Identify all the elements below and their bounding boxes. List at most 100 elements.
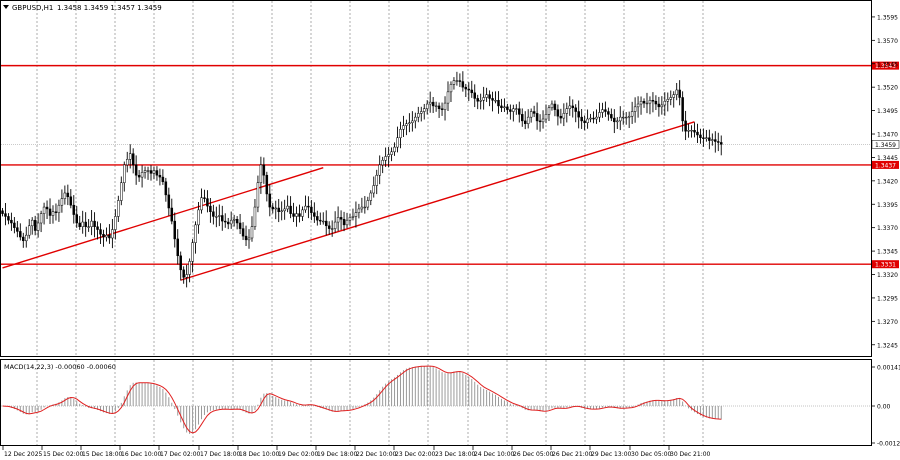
candle[interactable] (455, 71, 459, 86)
candle[interactable] (333, 211, 337, 233)
candle[interactable] (271, 203, 275, 214)
candle[interactable] (402, 115, 405, 137)
candle[interactable] (27, 219, 31, 239)
candle[interactable] (470, 80, 474, 98)
candle[interactable] (93, 212, 96, 238)
candle[interactable] (289, 196, 292, 219)
candle[interactable] (66, 184, 70, 206)
candle[interactable] (711, 133, 714, 146)
candle[interactable] (155, 166, 159, 181)
candle[interactable] (102, 229, 105, 247)
candle[interactable] (476, 94, 479, 110)
candle[interactable] (544, 104, 548, 124)
candle[interactable] (452, 77, 456, 90)
candle[interactable] (633, 97, 637, 123)
candle[interactable] (529, 108, 533, 123)
candle[interactable] (348, 213, 352, 226)
candle[interactable] (396, 126, 399, 153)
candle[interactable] (509, 104, 512, 120)
candle[interactable] (506, 103, 509, 115)
candle[interactable] (547, 104, 551, 121)
candle[interactable] (497, 91, 500, 114)
candle[interactable] (464, 83, 468, 97)
candle[interactable] (515, 104, 518, 115)
candle[interactable] (372, 176, 375, 198)
candle[interactable] (253, 199, 257, 230)
candle[interactable] (310, 200, 313, 221)
candle[interactable] (411, 111, 414, 132)
candle[interactable] (592, 111, 595, 124)
candle[interactable] (485, 87, 488, 102)
candle[interactable] (69, 189, 73, 209)
candle[interactable] (714, 131, 717, 153)
candle[interactable] (417, 106, 420, 123)
candle[interactable] (152, 166, 156, 180)
candle[interactable] (672, 91, 675, 108)
candle[interactable] (280, 201, 283, 221)
candle[interactable] (57, 199, 61, 222)
candle[interactable] (19, 223, 22, 241)
candle[interactable] (191, 239, 194, 273)
candle[interactable] (500, 98, 503, 112)
candle[interactable] (22, 232, 25, 248)
candle[interactable] (232, 214, 236, 227)
candle[interactable] (7, 213, 10, 225)
candle[interactable] (369, 190, 373, 206)
candle[interactable] (131, 148, 135, 174)
candle[interactable] (384, 147, 387, 167)
candle[interactable] (565, 102, 569, 123)
candle[interactable] (440, 102, 444, 116)
candle[interactable] (298, 204, 301, 223)
candle[interactable] (203, 189, 206, 203)
candle[interactable] (197, 202, 200, 234)
candle[interactable] (645, 92, 649, 114)
candle[interactable] (342, 211, 346, 232)
candle[interactable] (408, 113, 411, 133)
candle[interactable] (241, 222, 245, 240)
dropdown-triangle-icon[interactable] (3, 5, 9, 9)
candle[interactable] (105, 227, 108, 242)
candle[interactable] (521, 108, 524, 127)
candle[interactable] (330, 220, 334, 237)
candle[interactable] (363, 196, 367, 214)
candle[interactable] (206, 190, 209, 213)
candle[interactable] (580, 109, 583, 129)
candle[interactable] (719, 135, 723, 156)
candle[interactable] (467, 82, 471, 102)
candle[interactable] (586, 109, 589, 129)
candle[interactable] (72, 195, 76, 224)
candle[interactable] (503, 98, 506, 112)
candle[interactable] (42, 202, 46, 225)
candle[interactable] (30, 217, 34, 235)
candle[interactable] (601, 102, 604, 118)
candle[interactable] (666, 92, 670, 112)
candle[interactable] (13, 217, 16, 234)
candle[interactable] (134, 155, 138, 185)
candle[interactable] (167, 187, 171, 216)
candle[interactable] (562, 103, 566, 127)
candle[interactable] (473, 84, 476, 108)
candle[interactable] (1, 208, 4, 217)
candle[interactable] (120, 176, 123, 206)
candle[interactable] (604, 101, 607, 117)
candle[interactable] (523, 111, 527, 130)
candle[interactable] (170, 198, 174, 225)
candle[interactable] (301, 206, 304, 222)
candle[interactable] (209, 197, 212, 223)
candle[interactable] (268, 184, 272, 217)
candle[interactable] (256, 175, 260, 213)
candle[interactable] (140, 165, 144, 188)
candle[interactable] (188, 258, 191, 283)
candle[interactable] (39, 210, 43, 233)
candle[interactable] (295, 206, 298, 227)
candles-layer[interactable] (1, 71, 723, 288)
candle[interactable] (10, 212, 13, 231)
candle[interactable] (286, 195, 289, 213)
candle[interactable] (610, 108, 613, 122)
candle[interactable] (161, 169, 165, 185)
candle[interactable] (143, 166, 147, 179)
candle[interactable] (78, 215, 81, 230)
candle[interactable] (431, 97, 435, 114)
candle[interactable] (60, 189, 64, 213)
candle[interactable] (292, 202, 295, 223)
